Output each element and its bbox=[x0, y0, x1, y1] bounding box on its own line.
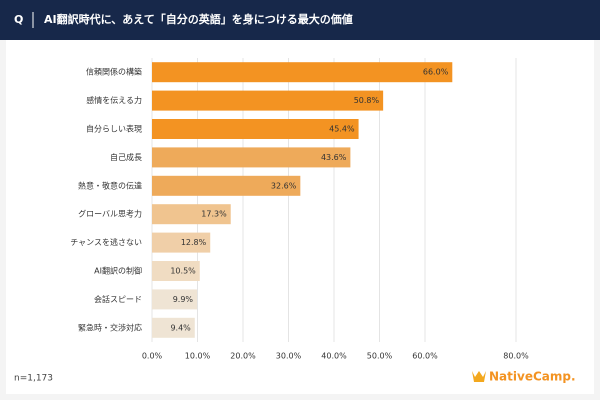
value-label: 32.6% bbox=[271, 181, 297, 190]
bar bbox=[152, 119, 359, 139]
category-label: 熱意・敬意の伝達 bbox=[78, 180, 142, 190]
category-label: 緊急時・交渉対応 bbox=[78, 322, 142, 332]
bar bbox=[152, 289, 198, 310]
bar bbox=[152, 317, 195, 338]
x-tick-label: 40.0% bbox=[321, 352, 347, 361]
bar bbox=[152, 147, 351, 168]
x-tick-label: 10.0% bbox=[185, 352, 211, 361]
bar bbox=[152, 175, 301, 196]
brand-crown bbox=[472, 371, 486, 382]
value-label: 9.4% bbox=[170, 323, 191, 332]
brand: NativeCamp. bbox=[489, 370, 576, 384]
x-tick-label: 30.0% bbox=[276, 352, 302, 361]
x-tick-label: 80.0% bbox=[503, 352, 529, 361]
category-label: 自己成長 bbox=[110, 152, 142, 162]
header bbox=[0, 0, 600, 40]
value-label: 66.0% bbox=[423, 68, 449, 77]
x-tick-label: 20.0% bbox=[230, 352, 256, 361]
value-label: 45.4% bbox=[329, 125, 355, 134]
value-label: 17.3% bbox=[201, 210, 227, 219]
category-label: グローバル思考力 bbox=[78, 209, 142, 219]
value-label: 43.6% bbox=[321, 153, 347, 162]
value-label: 50.8% bbox=[354, 96, 380, 105]
category-label: AI翻訳の制御 bbox=[94, 266, 142, 276]
bar bbox=[152, 232, 211, 253]
x-tick-label: 50.0% bbox=[367, 352, 393, 361]
category-label: 自分らしい表現 bbox=[86, 124, 142, 134]
category-label: チャンスを逃さない bbox=[70, 237, 142, 247]
chart-title: AI翻訳時代に、あえて「自分の英語」を身につける最大の価値 bbox=[44, 12, 353, 26]
x-tick-label: 60.0% bbox=[412, 352, 438, 361]
bar bbox=[152, 90, 384, 111]
bar bbox=[152, 62, 453, 83]
x-tick-label: 0.0% bbox=[142, 352, 163, 361]
value-label: 9.9% bbox=[173, 295, 194, 304]
category-label: 会話スピード bbox=[94, 294, 142, 304]
bar bbox=[152, 204, 231, 225]
category-label: 信頼関係の構築 bbox=[86, 67, 142, 77]
category-label: 感情を伝える力 bbox=[86, 95, 142, 105]
question-marker: Q bbox=[14, 13, 23, 26]
sample-note: n=1,173 bbox=[14, 374, 53, 384]
value-label: 10.5% bbox=[170, 267, 196, 276]
bar bbox=[152, 261, 200, 281]
value-label: 12.8% bbox=[181, 238, 207, 247]
